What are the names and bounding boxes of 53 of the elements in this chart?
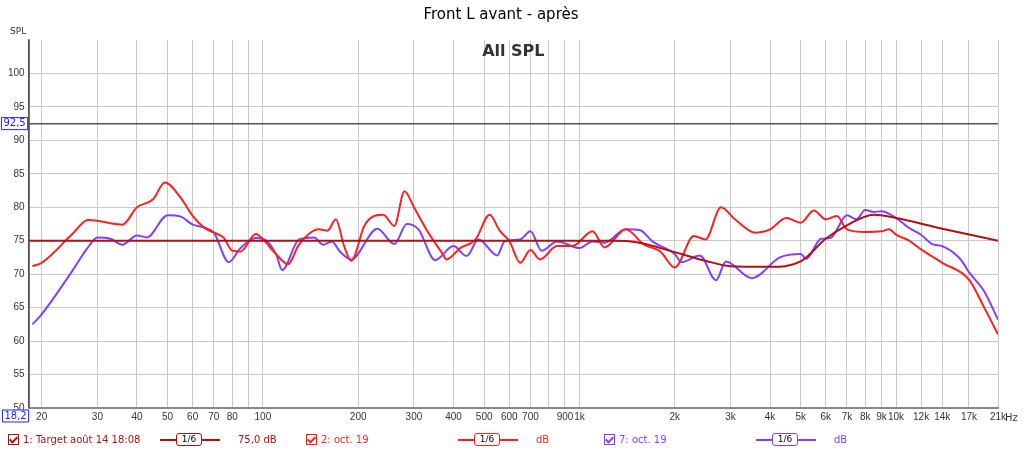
x-tick-label: 50 — [162, 410, 174, 422]
text: dB — [536, 433, 551, 445]
y-tick-label: 55 — [13, 368, 26, 380]
x-tick-label: 3k — [725, 410, 737, 422]
x-tick-label: 600 — [500, 410, 519, 422]
x-tick-label: 6k — [820, 410, 833, 422]
x-tick-label: 40 — [131, 410, 143, 422]
legend-label: 7: oct. 19 — [619, 433, 667, 445]
y-tick-label: 85 — [13, 167, 26, 179]
y-axis-title: SPL — [10, 25, 27, 36]
x-tick-label: 7k — [841, 410, 854, 422]
x-tick-label: 80 — [226, 410, 239, 422]
y-tick-label: 60 — [13, 334, 26, 346]
text: dB — [834, 433, 849, 445]
y-tick-label: 75 — [13, 234, 26, 246]
legend-label: 2: oct. 19 — [321, 433, 369, 445]
x-tick-label: 60 — [187, 410, 199, 422]
x-tick-label: 17k — [960, 410, 979, 422]
x-axis-title: Hz — [1005, 411, 1018, 423]
x-tick-label: 900 — [556, 410, 574, 422]
text: 1/6 — [772, 433, 798, 446]
x-tick-label: 8k — [860, 410, 872, 422]
x-tick-label: 4k — [764, 410, 777, 422]
x-tick-label: 400 — [445, 410, 463, 422]
text: 1/6 — [176, 433, 202, 446]
x-tick-label: 9k — [876, 410, 888, 422]
x-tick-label: 5k — [795, 410, 807, 422]
x-tick-label: 200 — [349, 410, 367, 422]
x-tick-label: 14k — [934, 410, 952, 422]
chart-title: Front L avant - après — [423, 4, 579, 23]
y-tick-label: 90 — [13, 134, 26, 146]
x-tick-label: 1k — [574, 410, 586, 422]
x-tick-label: 300 — [405, 410, 423, 422]
y-tick-label: 100 — [8, 67, 26, 79]
x-tick-label: 70 — [208, 410, 220, 422]
y-tick-label: 80 — [13, 201, 26, 213]
legend-label: 1: Target août 14 18:08 — [23, 433, 141, 445]
x-tick-label: 700 — [522, 410, 540, 422]
x-tick-label: 100 — [254, 410, 272, 422]
y-tick-label: 70 — [13, 267, 26, 279]
ref-line-label: 18,2 — [4, 409, 27, 421]
x-tick-label: 20 — [36, 410, 48, 422]
y-tick-label: 95 — [13, 100, 26, 112]
text: 1/6 — [474, 433, 500, 446]
x-tick-label: 12k — [913, 410, 931, 422]
x-tick-label: 10k — [887, 410, 906, 422]
ref-line-label: 92,5 — [3, 117, 26, 129]
text: 75,0 dB — [238, 433, 278, 445]
annotation: All SPL — [482, 41, 545, 61]
x-tick-label: 30 — [91, 410, 104, 422]
y-tick-label: 65 — [13, 301, 26, 313]
x-tick-label: 500 — [475, 410, 493, 422]
x-tick-label: 2k — [669, 410, 682, 422]
